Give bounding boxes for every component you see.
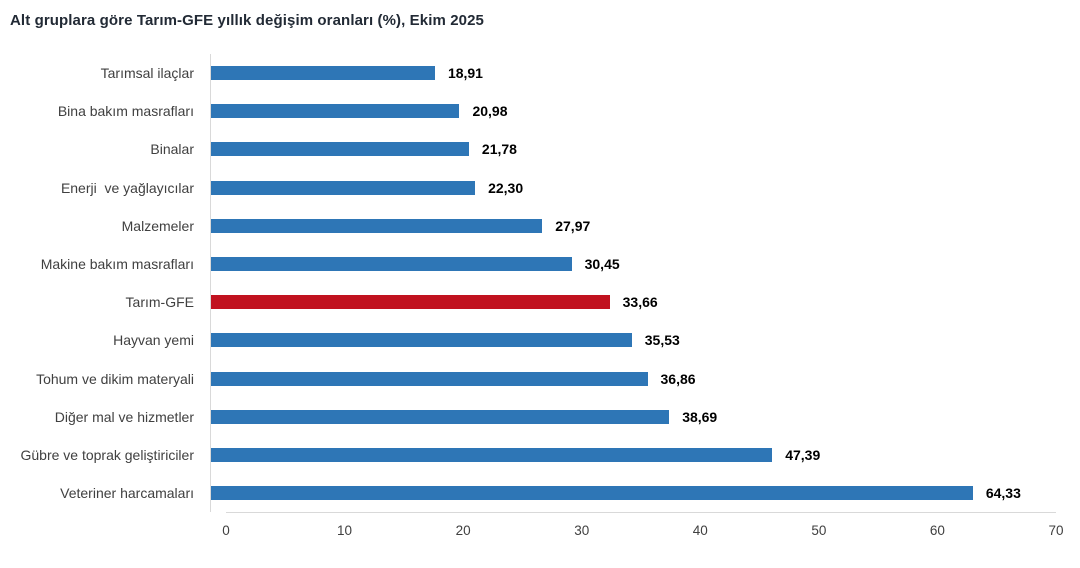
x-axis-tick-label: 30 xyxy=(574,523,590,539)
bar-track: 18,91 xyxy=(210,54,1040,93)
value-label: 38,69 xyxy=(682,408,718,425)
category-label: Tarım-GFE xyxy=(125,294,194,311)
bar xyxy=(211,371,648,386)
bar-row: Tarımsal ilaçlar 18,91 xyxy=(0,54,1080,93)
bar xyxy=(211,66,435,81)
bar-track: 27,97 xyxy=(210,206,1040,245)
category-label: Bina bakım masrafları xyxy=(57,103,194,120)
x-axis-tick-label: 20 xyxy=(455,523,471,539)
bar-row: Enerji ve yağlayıcılar 22,30 xyxy=(0,168,1080,207)
value-label: 20,98 xyxy=(472,103,508,120)
bar-row: Veteriner harcamaları 64,33 xyxy=(0,474,1080,513)
value-label: 47,39 xyxy=(785,446,821,463)
value-label: 18,91 xyxy=(447,65,483,82)
bar-row: Bina bakım masrafları 20,98 xyxy=(0,92,1080,131)
bar xyxy=(211,257,572,272)
value-label: 22,30 xyxy=(488,179,524,196)
bar xyxy=(211,180,476,195)
bar-highlight xyxy=(211,295,610,310)
value-label: 21,78 xyxy=(481,141,517,158)
category-label: Tarımsal ilaçlar xyxy=(100,65,194,82)
category-label: Gübre ve toprak geliştiriciler xyxy=(20,446,194,463)
bar xyxy=(211,218,543,233)
x-axis-tick-label: 70 xyxy=(1048,523,1064,539)
bar-track: 21,78 xyxy=(210,130,1040,169)
bar-track: 20,98 xyxy=(210,92,1040,131)
bar-row: Tohum ve dikim materyali 36,86 xyxy=(0,359,1080,398)
bar xyxy=(211,447,773,462)
x-axis-ticks: 0 10 20 30 40 50 60 70 xyxy=(222,513,1063,545)
category-label: Makine bakım masrafları xyxy=(40,256,194,273)
bar-row: Hayvan yemi 35,53 xyxy=(0,321,1080,360)
bar xyxy=(211,333,632,348)
bar-chart: Tarımsal ilaçlar 18,91 Bina bakım masrafla… xyxy=(0,54,1080,545)
category-label: Binalar xyxy=(150,141,194,158)
value-label: 33,66 xyxy=(622,294,658,311)
bar-track: 64,33 xyxy=(210,474,1040,513)
bar-track: 30,45 xyxy=(210,244,1040,284)
x-axis-tick-label: 50 xyxy=(811,523,827,539)
category-label: Malzemeler xyxy=(121,217,194,234)
bar xyxy=(211,409,670,424)
x-axis-tick-label: 40 xyxy=(692,523,708,539)
category-label: Enerji ve yağlayıcılar xyxy=(60,179,194,196)
bar-row: Tarım-GFE 33,66 xyxy=(0,283,1080,322)
value-label: 30,45 xyxy=(584,256,620,273)
category-label: Hayvan yemi xyxy=(113,332,194,349)
bar-track: 47,39 xyxy=(210,435,1040,475)
bar-track: 38,69 xyxy=(210,397,1040,436)
bar xyxy=(211,486,973,501)
x-axis-line xyxy=(226,512,1056,514)
value-label: 27,97 xyxy=(555,217,591,234)
bar-row: Malzemeler 27,97 xyxy=(0,206,1080,245)
x-axis-tick-label: 0 xyxy=(222,523,230,539)
bar-row: Makine bakım masrafları 30,45 xyxy=(0,244,1080,284)
bar-row: Gübre ve toprak geliştiriciler 47,39 xyxy=(0,435,1080,475)
value-label: 35,53 xyxy=(644,332,680,349)
chart-title: Alt gruplara göre Tarım-GFE yıllık değiş… xyxy=(10,12,484,29)
x-axis-tick-label: 60 xyxy=(929,523,945,539)
category-label: Veteriner harcamaları xyxy=(60,485,194,502)
bar-track: 36,86 xyxy=(210,359,1040,398)
bar-row: Diğer mal ve hizmetler 38,69 xyxy=(0,397,1080,436)
plot-area: Tarımsal ilaçlar 18,91 Bina bakım masrafla… xyxy=(0,54,1080,513)
bar xyxy=(211,142,469,157)
bar-track: 22,30 xyxy=(210,168,1040,207)
bar xyxy=(211,104,460,119)
x-axis-tick-label: 10 xyxy=(337,523,353,539)
bar-row: Binalar 21,78 xyxy=(0,130,1080,169)
bar-track: 33,66 xyxy=(210,283,1040,322)
category-label: Tohum ve dikim materyali xyxy=(36,370,194,387)
value-label: 36,86 xyxy=(660,370,696,387)
bar-track: 35,53 xyxy=(210,321,1040,360)
category-label: Diğer mal ve hizmetler xyxy=(54,408,194,425)
value-label: 64,33 xyxy=(985,485,1021,502)
